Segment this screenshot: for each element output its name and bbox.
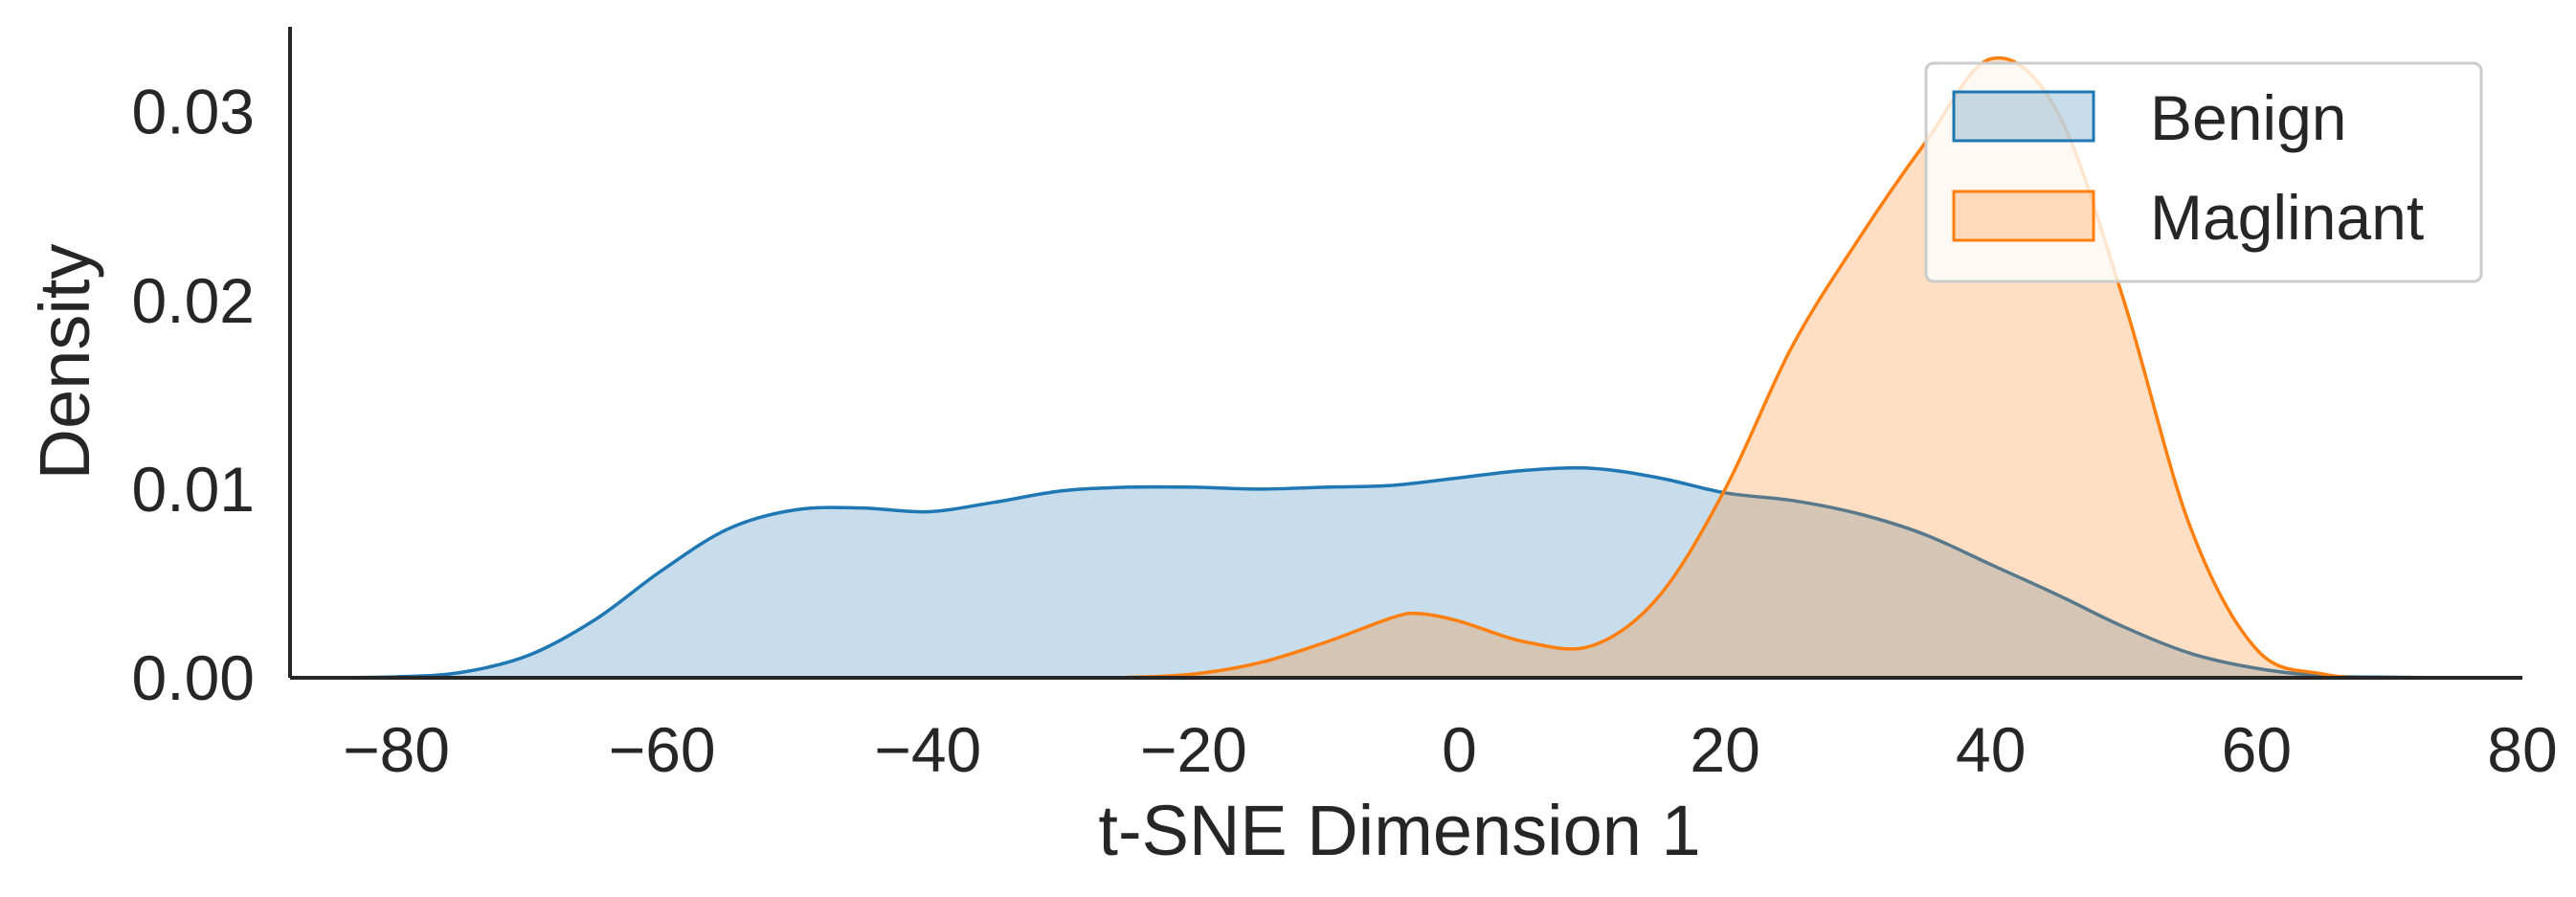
axes-layer <box>288 27 2522 680</box>
legend-label-benign: Benign <box>2150 82 2347 153</box>
x-tick-label: 60 <box>2222 714 2292 785</box>
x-tick-label: −40 <box>874 714 981 785</box>
line-benign <box>289 465 2523 680</box>
x-tick-label: −20 <box>1140 714 1247 785</box>
x-tick-label: 0 <box>1442 714 1477 785</box>
y-tick-label: 0.02 <box>132 265 255 336</box>
legend-swatch-benign <box>1952 90 2095 143</box>
x-tick-label: −80 <box>343 714 450 785</box>
area-benign <box>290 467 2522 679</box>
x-tick-label: 20 <box>1690 714 1759 785</box>
legend-label-maglinant: Maglinant <box>2150 182 2424 253</box>
x-axis-label: t-SNE Dimension 1 <box>1098 791 1700 870</box>
legend-swatch-maglinant <box>1952 190 2095 242</box>
x-tick-label: 80 <box>2487 714 2557 785</box>
x-tick-label: 40 <box>1956 714 2026 785</box>
ticks-layer: −80 −60 −40 −20 0 20 40 60 80 0.00 0.01 0.02 0.03 <box>132 77 2558 785</box>
y-tick-label: 0.00 <box>132 642 255 713</box>
legend: Benign Maglinant <box>1924 61 2483 283</box>
y-tick-label: 0.01 <box>132 454 255 525</box>
y-tick-label: 0.03 <box>132 77 255 147</box>
x-tick-label: −60 <box>609 714 716 785</box>
legend-frame <box>1924 61 2483 283</box>
y-axis-label: Density <box>25 244 104 481</box>
